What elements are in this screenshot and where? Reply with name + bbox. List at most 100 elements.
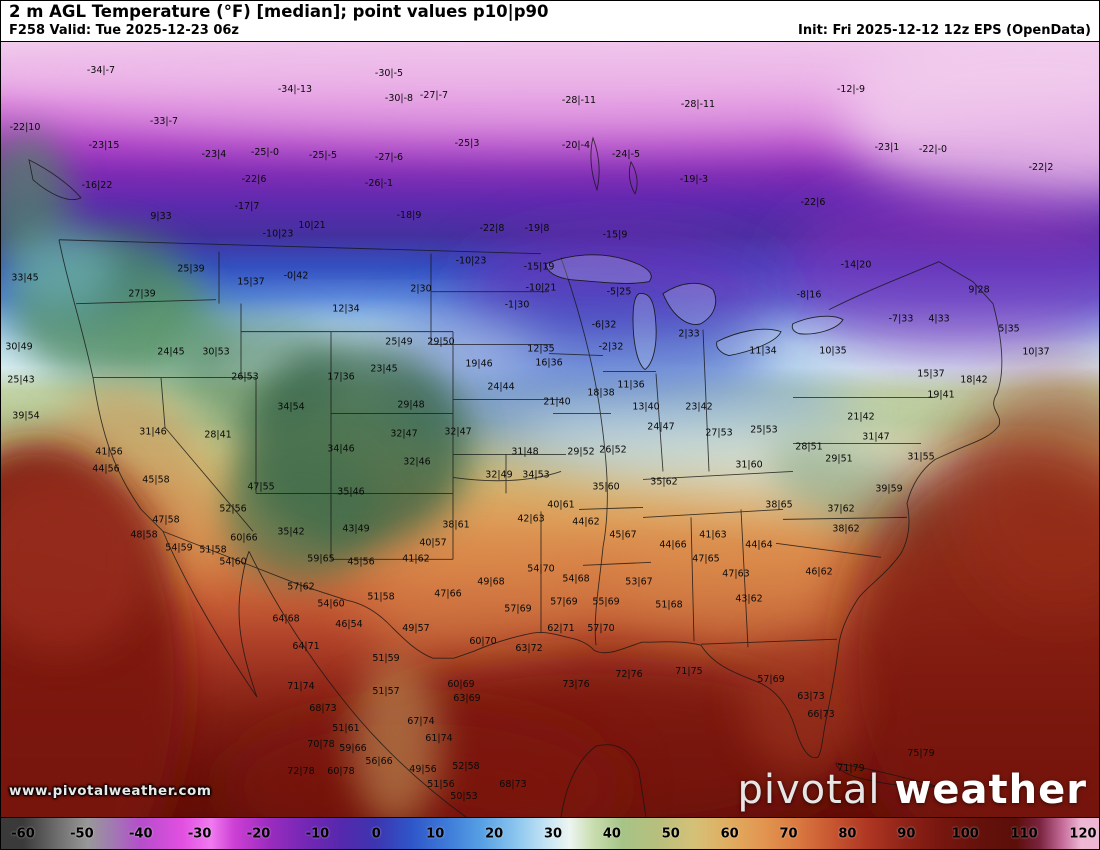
- point-value: -24|-5: [612, 149, 640, 160]
- point-value: 25|49: [385, 337, 412, 348]
- point-value: -22|-0: [919, 144, 947, 155]
- temperature-colorbar: -60 -50 -40 -30 -20 -10 0 10 20 30 40 50 60 70 80 90 100…: [1, 817, 1099, 849]
- point-value: 41|63: [699, 529, 726, 540]
- point-value: -30|-5: [375, 68, 403, 79]
- colorbar-tick-label: 60: [720, 826, 739, 841]
- point-value: 49|68: [477, 576, 504, 587]
- point-value: -27|-7: [420, 90, 448, 101]
- point-value: 13|40: [632, 402, 659, 413]
- point-value: -19|8: [525, 223, 550, 234]
- lake-huron: [662, 282, 717, 325]
- point-value: 42|63: [517, 513, 544, 524]
- point-value: -7|33: [889, 314, 914, 325]
- point-value: 54|60: [219, 556, 246, 567]
- point-value: 31|55: [907, 451, 934, 462]
- point-value: 51|57: [372, 686, 399, 697]
- point-value: -0|42: [284, 271, 309, 282]
- point-value: 54|70: [527, 563, 554, 574]
- point-value: 38|61: [442, 519, 469, 530]
- point-value: -22|6: [242, 174, 267, 185]
- colorbar-tick-label: -30: [187, 826, 212, 841]
- point-value: 51|58: [367, 591, 394, 602]
- point-value: 51|61: [332, 723, 359, 734]
- point-value: 51|58: [199, 544, 226, 555]
- point-value: 44|56: [92, 463, 119, 474]
- logo-word-weather: weather: [894, 767, 1087, 813]
- colorbar-tick-label: -60: [11, 826, 35, 841]
- point-value: 63|72: [515, 643, 542, 654]
- point-value: 26|52: [599, 444, 626, 455]
- point-value: -15|19: [524, 262, 555, 273]
- colorbar-tick-label: 100: [951, 826, 979, 841]
- point-value: 25|43: [7, 375, 34, 386]
- point-value: -17|7: [235, 201, 260, 212]
- point-value: 56|66: [365, 756, 392, 767]
- point-value: 15|37: [917, 369, 944, 380]
- point-value: 38|62: [832, 523, 859, 534]
- point-value: 61|74: [425, 733, 452, 744]
- point-value: 71|74: [287, 681, 314, 692]
- point-value: 18|38: [587, 388, 614, 399]
- point-value: -8|16: [797, 290, 822, 301]
- point-value: 29|48: [397, 400, 424, 411]
- point-value: 39|59: [875, 483, 902, 494]
- colorbar-tick-label: 110: [1010, 826, 1038, 841]
- point-value: 18|42: [960, 375, 987, 386]
- point-value: -10|21: [526, 283, 557, 294]
- point-value: 23|45: [370, 364, 397, 375]
- point-value: 35|62: [650, 476, 677, 487]
- point-value: 46|54: [335, 619, 362, 630]
- point-value: 27|53: [705, 427, 732, 438]
- point-value: 60|78: [327, 766, 354, 777]
- lake-erie: [716, 328, 782, 357]
- point-value: -5|25: [607, 287, 632, 298]
- lake-michigan: [632, 293, 657, 371]
- point-value: 44|62: [572, 516, 599, 527]
- point-value: -23|15: [89, 140, 120, 151]
- colorbar-tick-label: 20: [485, 826, 504, 841]
- point-value: -23|4: [202, 149, 227, 160]
- point-value: 59|65: [307, 553, 334, 564]
- point-value: 29|50: [427, 337, 454, 348]
- point-value: -16|22: [82, 180, 113, 191]
- point-value: 60|69: [447, 679, 474, 690]
- point-value: 73|76: [562, 679, 589, 690]
- point-value: 54|59: [165, 542, 192, 553]
- point-value: -12|-9: [837, 84, 865, 95]
- point-value: 23|42: [685, 402, 712, 413]
- point-value: 24|44: [487, 382, 514, 393]
- point-value: 44|66: [659, 539, 686, 550]
- point-value: 34|53: [522, 469, 549, 480]
- point-value: 57|69: [550, 596, 577, 607]
- point-value: 21|42: [847, 412, 874, 423]
- canadian-lakes: [590, 136, 638, 195]
- point-value: 30|49: [5, 342, 32, 353]
- point-value: -20|-4: [562, 140, 590, 151]
- colorbar-tick-label: 80: [838, 826, 857, 841]
- point-value: 54|60: [317, 598, 344, 609]
- page-title: 2 m AGL Temperature (°F) [median]; point…: [9, 2, 549, 21]
- colorbar-gradient: [1, 818, 1099, 849]
- point-value: 34|46: [327, 443, 354, 454]
- point-value: 66|73: [807, 709, 834, 720]
- point-value: 41|56: [95, 446, 122, 457]
- point-value: 32|49: [485, 469, 512, 480]
- point-value: -1|30: [505, 300, 530, 311]
- east-gulf-coast: [162, 303, 1003, 759]
- point-value: 46|62: [805, 566, 832, 577]
- point-value: 19|41: [927, 390, 954, 401]
- watermark: www.pivotalweather.com: [9, 783, 212, 799]
- point-value: 47|66: [434, 588, 461, 599]
- point-value: 40|61: [547, 499, 574, 510]
- point-value: 11|34: [749, 346, 776, 357]
- point-value: 38|65: [765, 499, 792, 510]
- point-value: 10|37: [1022, 347, 1049, 358]
- point-value: 24|45: [157, 347, 184, 358]
- point-value: 21|40: [543, 397, 570, 408]
- point-value: 19|46: [465, 359, 492, 370]
- temperature-map: -34|-7 -34|-13 -30|-5 -30|-8 -27|-7 -28|-11 -2…: [1, 42, 1099, 817]
- point-value: -28|-11: [681, 99, 715, 110]
- point-value: 35|60: [592, 481, 619, 492]
- point-value: -15|9: [603, 230, 628, 241]
